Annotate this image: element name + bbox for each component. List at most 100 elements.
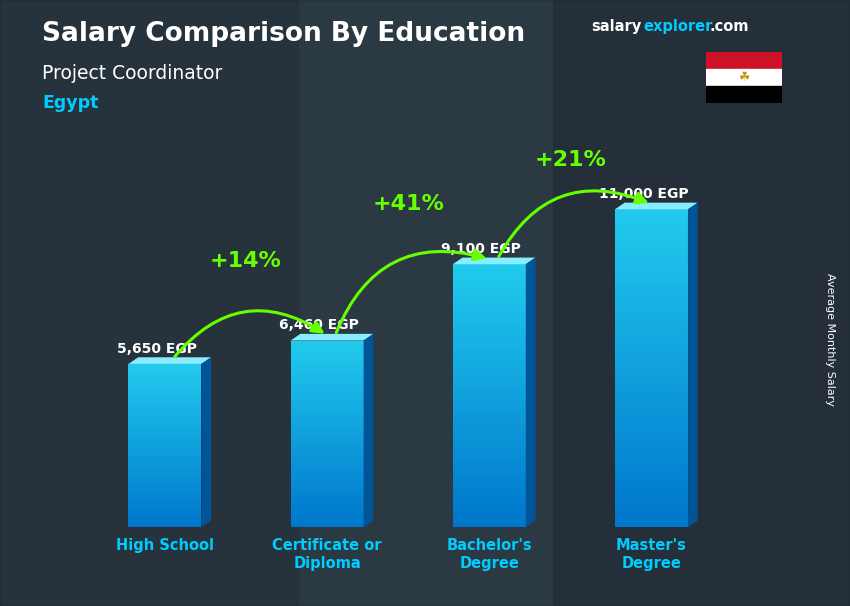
Bar [615, 262, 688, 268]
Bar [128, 505, 201, 508]
Text: 5,650 EGP: 5,650 EGP [116, 342, 197, 356]
Text: Project Coordinator: Project Coordinator [42, 64, 223, 82]
Bar [128, 407, 201, 410]
Bar [453, 278, 526, 282]
Bar [453, 330, 526, 335]
Bar [291, 481, 364, 484]
Bar [615, 215, 688, 220]
Bar [615, 506, 688, 511]
Bar [128, 424, 201, 427]
Bar [128, 511, 201, 514]
Bar [453, 470, 526, 474]
Bar [552, 0, 850, 606]
Bar [615, 315, 688, 321]
Bar [291, 514, 364, 518]
Bar [453, 325, 526, 330]
Bar [291, 418, 364, 421]
Bar [291, 399, 364, 403]
Bar [615, 485, 688, 490]
Bar [128, 402, 201, 405]
Bar [128, 476, 201, 478]
Bar [0, 0, 298, 606]
Bar [615, 448, 688, 453]
Bar [453, 273, 526, 278]
Bar [128, 410, 201, 413]
Bar [291, 471, 364, 474]
Bar [291, 462, 364, 465]
Bar [128, 503, 201, 505]
Bar [615, 474, 688, 479]
Bar [128, 432, 201, 435]
Bar [128, 487, 201, 489]
Bar [291, 493, 364, 496]
Bar [453, 484, 526, 488]
Bar [615, 336, 688, 342]
Bar [128, 500, 201, 503]
Polygon shape [201, 358, 211, 527]
Bar [128, 421, 201, 424]
Bar [128, 416, 201, 418]
Text: ☘: ☘ [738, 71, 750, 84]
Bar [128, 508, 201, 511]
Bar [615, 236, 688, 241]
Bar [291, 384, 364, 387]
Bar [128, 405, 201, 407]
Bar [453, 304, 526, 308]
Bar [615, 437, 688, 442]
Polygon shape [364, 334, 373, 527]
Bar [291, 456, 364, 459]
Bar [453, 418, 526, 422]
Bar [706, 86, 782, 103]
Bar [291, 406, 364, 409]
Bar [615, 400, 688, 405]
Bar [128, 380, 201, 383]
Polygon shape [688, 202, 698, 527]
Bar [291, 428, 364, 431]
Bar [291, 344, 364, 347]
Bar [453, 339, 526, 343]
Bar [128, 429, 201, 432]
Text: salary: salary [591, 19, 641, 35]
Bar [453, 299, 526, 304]
Bar [128, 435, 201, 438]
Bar [291, 478, 364, 481]
Bar [291, 484, 364, 487]
Bar [291, 521, 364, 524]
Bar [615, 284, 688, 289]
Bar [128, 372, 201, 375]
Bar [615, 458, 688, 464]
Bar [291, 446, 364, 450]
Bar [128, 467, 201, 470]
Bar [615, 464, 688, 469]
Bar [453, 439, 526, 444]
Bar [291, 440, 364, 443]
Bar [128, 427, 201, 429]
Bar [128, 492, 201, 494]
Bar [128, 440, 201, 443]
Bar [128, 445, 201, 448]
Bar [128, 494, 201, 498]
Bar [615, 432, 688, 437]
Bar [128, 399, 201, 402]
Bar [706, 68, 782, 86]
Bar [128, 465, 201, 467]
Bar [453, 519, 526, 523]
Bar [615, 257, 688, 262]
Bar [453, 282, 526, 286]
Polygon shape [128, 358, 211, 364]
Bar [615, 405, 688, 411]
Bar [453, 409, 526, 413]
Bar [453, 492, 526, 496]
Bar [128, 522, 201, 525]
Bar [615, 368, 688, 373]
Bar [453, 382, 526, 387]
Bar [128, 378, 201, 380]
Text: Average Monthly Salary: Average Monthly Salary [824, 273, 835, 406]
Bar [615, 379, 688, 384]
Bar [706, 52, 782, 68]
Bar [615, 517, 688, 522]
Bar [128, 498, 201, 500]
Bar [453, 501, 526, 505]
Bar [453, 356, 526, 361]
Bar [291, 387, 364, 390]
